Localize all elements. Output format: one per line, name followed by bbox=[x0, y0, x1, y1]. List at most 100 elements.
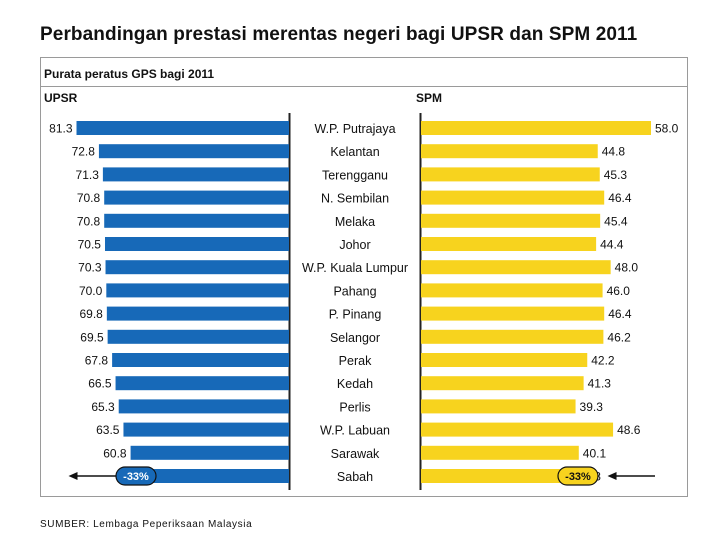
upsr-value-bg bbox=[70, 189, 105, 206]
upsr-value-bg bbox=[89, 421, 124, 438]
upsr-value-bg bbox=[73, 328, 108, 345]
state-label: W.P. Labuan bbox=[320, 424, 390, 438]
upsr-value-label: 69.5 bbox=[80, 330, 104, 344]
upsr-bar bbox=[74, 121, 289, 135]
spm-value-label: 44.8 bbox=[602, 145, 626, 159]
spm-value-label: 48.6 bbox=[617, 423, 641, 437]
spm-value-bg bbox=[651, 120, 687, 136]
upsr-value-bg bbox=[70, 212, 105, 229]
state-label: Kedah bbox=[337, 377, 373, 391]
spm-value-label: 40.1 bbox=[583, 446, 607, 460]
spm-bar bbox=[421, 283, 607, 298]
state-label: W.P. Kuala Lumpur bbox=[302, 261, 408, 275]
spm-bar bbox=[421, 167, 604, 182]
upsr-gap-arrowhead bbox=[68, 472, 78, 480]
spm-value-bg bbox=[600, 212, 637, 229]
spm-value-bg bbox=[602, 282, 639, 299]
spm-bar bbox=[421, 329, 608, 344]
upsr-value-label: 70.5 bbox=[78, 238, 102, 252]
upsr-value-bg bbox=[70, 236, 105, 252]
spm-value-label: 46.4 bbox=[608, 307, 632, 321]
spm-value-bg bbox=[597, 143, 634, 160]
upsr-series-label: UPSR bbox=[44, 91, 78, 105]
spm-value-label: 45.4 bbox=[604, 214, 628, 228]
upsr-bar bbox=[105, 329, 289, 344]
spm-value-label: 39.3 bbox=[580, 400, 604, 414]
spm-value-label: 45.3 bbox=[604, 168, 628, 182]
upsr-value-label: 67.8 bbox=[85, 354, 109, 368]
spm-bar bbox=[421, 260, 615, 275]
upsr-bar bbox=[103, 260, 289, 275]
upsr-bar bbox=[116, 399, 289, 414]
chart-title: Purata peratus GPS bagi 2011 bbox=[44, 67, 215, 81]
spm-bar bbox=[421, 469, 578, 483]
upsr-bar bbox=[121, 422, 289, 437]
spm-series-label: SPM bbox=[416, 91, 443, 105]
upsr-bar bbox=[102, 237, 289, 251]
upsr-bar bbox=[96, 144, 289, 159]
spm-bar bbox=[421, 399, 580, 414]
state-label: Sarawak bbox=[331, 447, 380, 461]
state-label: N. Sembilan bbox=[321, 192, 389, 206]
spm-bar bbox=[421, 422, 618, 437]
upsr-value-label: 65.3 bbox=[91, 400, 115, 414]
upsr-bar bbox=[113, 376, 289, 391]
spm-value-label: 46.4 bbox=[608, 191, 632, 205]
spm-value-bg bbox=[610, 259, 647, 276]
spm-value-label: 41.3 bbox=[588, 377, 612, 391]
spm-value-bg bbox=[583, 375, 620, 392]
upsr-bar bbox=[104, 306, 289, 321]
chart-frame bbox=[40, 57, 688, 497]
spm-bar bbox=[421, 376, 588, 391]
upsr-value-label: 71.3 bbox=[76, 168, 100, 182]
upsr-value-label: 70.8 bbox=[77, 191, 101, 205]
upsr-value-label: 72.8 bbox=[72, 145, 96, 159]
state-label: P. Pinang bbox=[329, 308, 382, 322]
spm-gap-pill bbox=[557, 466, 599, 486]
upsr-value-bg bbox=[81, 375, 116, 392]
upsr-value-label: 60.8 bbox=[103, 446, 127, 460]
upsr-value-label: 70.3 bbox=[78, 261, 102, 275]
upsr-value-bg bbox=[68, 166, 103, 183]
page-title: Perbandingan prestasi merentas negeri ba… bbox=[40, 24, 638, 45]
spm-bar bbox=[421, 237, 601, 251]
upsr-value-label: 70.0 bbox=[79, 284, 103, 298]
spm-value-label: 42.2 bbox=[591, 354, 615, 368]
upsr-bar bbox=[104, 283, 289, 298]
spm-value-bg bbox=[603, 328, 640, 345]
state-label: W.P. Putrajaya bbox=[314, 122, 395, 136]
upsr-value-bg bbox=[78, 352, 113, 368]
upsr-value-label: 63.5 bbox=[96, 423, 120, 437]
upsr-bar bbox=[128, 445, 289, 460]
spm-value-label: 48.0 bbox=[615, 261, 639, 275]
spm-value-bg bbox=[575, 398, 612, 415]
spm-value-bg bbox=[596, 236, 633, 252]
spm-value-label: 58.0 bbox=[655, 122, 679, 136]
spm-bar bbox=[421, 445, 583, 460]
upsr-gap-pill bbox=[115, 466, 157, 486]
upsr-value-bg bbox=[72, 305, 107, 322]
spm-bar bbox=[421, 190, 609, 205]
state-label: Perlis bbox=[339, 400, 370, 414]
upsr-bar bbox=[100, 167, 290, 182]
state-label: Terengganu bbox=[322, 168, 388, 182]
spm-bar bbox=[421, 144, 602, 159]
upsr-gap-label: -33% bbox=[123, 471, 149, 483]
upsr-value-bg bbox=[72, 282, 107, 299]
state-label: Selangor bbox=[330, 331, 380, 345]
source-note: SUMBER: Lembaga Peperiksaan Malaysia bbox=[40, 519, 253, 530]
upsr-value-label: 69.8 bbox=[79, 307, 103, 321]
spm-value-bg bbox=[599, 166, 636, 183]
upsr-value-bg bbox=[64, 143, 99, 160]
spm-value-bg bbox=[604, 305, 641, 322]
upsr-value-bg bbox=[42, 120, 77, 136]
upsr-value-label: 66.5 bbox=[88, 377, 112, 391]
spm-value-bg bbox=[587, 352, 624, 368]
spm-bar bbox=[421, 121, 655, 135]
spm-value-label: 46.2 bbox=[607, 330, 631, 344]
state-label: Pahang bbox=[333, 284, 376, 298]
upsr-value-bg bbox=[96, 444, 131, 461]
spm-value-bg bbox=[613, 421, 650, 438]
upsr-value-bg bbox=[84, 398, 119, 415]
